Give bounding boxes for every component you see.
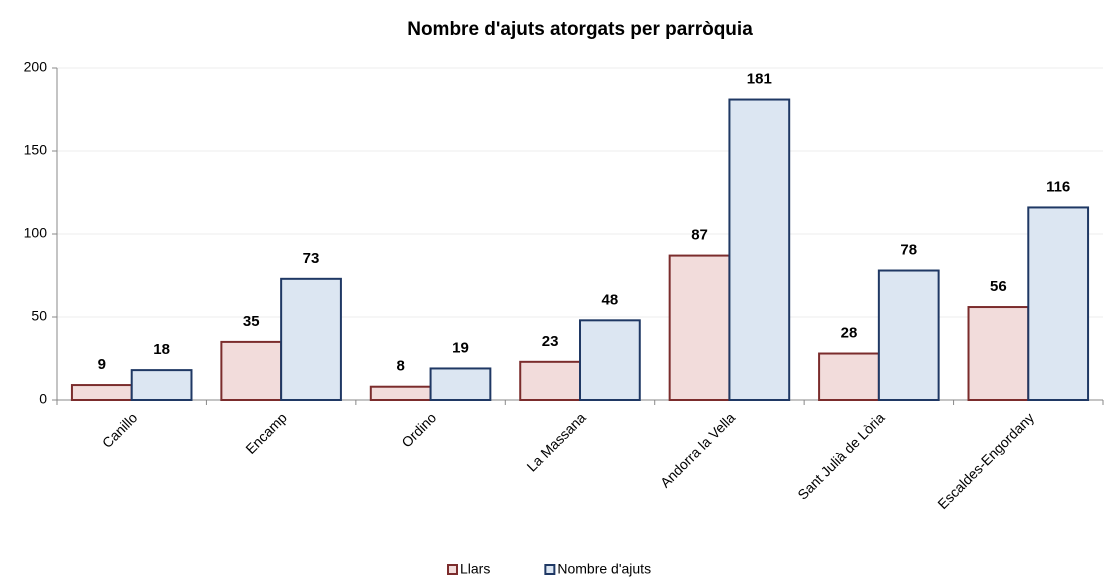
x-tick-label: Andorra la Vella bbox=[657, 409, 738, 490]
value-label: 8 bbox=[397, 358, 405, 375]
value-label: 73 bbox=[303, 250, 320, 267]
x-tick-label: Sant Julià de Lòria bbox=[794, 409, 887, 502]
x-tick-label: La Massana bbox=[523, 409, 588, 474]
bar bbox=[220, 340, 283, 401]
bar bbox=[130, 369, 193, 401]
y-tick-label: 200 bbox=[24, 59, 48, 75]
x-tick-label: Encamp bbox=[242, 409, 290, 457]
bar bbox=[579, 319, 641, 402]
value-label: 23 bbox=[542, 333, 559, 350]
value-label: 87 bbox=[691, 227, 708, 244]
value-label: 9 bbox=[98, 356, 106, 373]
bar bbox=[967, 306, 1030, 402]
legend-label: Llars bbox=[460, 561, 490, 577]
x-tick-label: Escaldes-Engordany bbox=[934, 409, 1037, 512]
legend-label: Nombre d'ajuts bbox=[557, 561, 651, 577]
chart-title: Nombre d'ajuts atorgats per parròquia bbox=[407, 19, 753, 40]
y-tick-label: 150 bbox=[24, 142, 48, 158]
bar bbox=[70, 384, 133, 401]
bar bbox=[877, 269, 940, 401]
bar bbox=[1027, 206, 1090, 401]
bar bbox=[818, 352, 880, 401]
y-tick-label: 100 bbox=[24, 225, 48, 241]
value-label: 19 bbox=[452, 339, 469, 356]
legend-swatch bbox=[544, 564, 556, 575]
bar bbox=[668, 254, 731, 401]
value-label: 116 bbox=[1046, 178, 1070, 195]
value-label: 78 bbox=[900, 241, 917, 258]
y-tick-label: 0 bbox=[39, 391, 47, 407]
legend-swatch bbox=[447, 564, 458, 575]
bar bbox=[519, 360, 582, 402]
value-label: 28 bbox=[841, 324, 858, 341]
bar bbox=[728, 98, 791, 401]
x-tick-label: Canillo bbox=[99, 409, 141, 451]
value-label: 56 bbox=[990, 278, 1007, 295]
value-label: 18 bbox=[153, 341, 170, 358]
y-tick-label: 50 bbox=[31, 308, 47, 324]
x-tick-label: Ordino bbox=[398, 409, 439, 450]
bar bbox=[369, 385, 432, 402]
bar bbox=[429, 367, 492, 401]
value-label: 35 bbox=[243, 313, 260, 330]
value-label: 48 bbox=[602, 291, 619, 308]
bar bbox=[280, 277, 342, 402]
value-label: 181 bbox=[747, 71, 772, 88]
